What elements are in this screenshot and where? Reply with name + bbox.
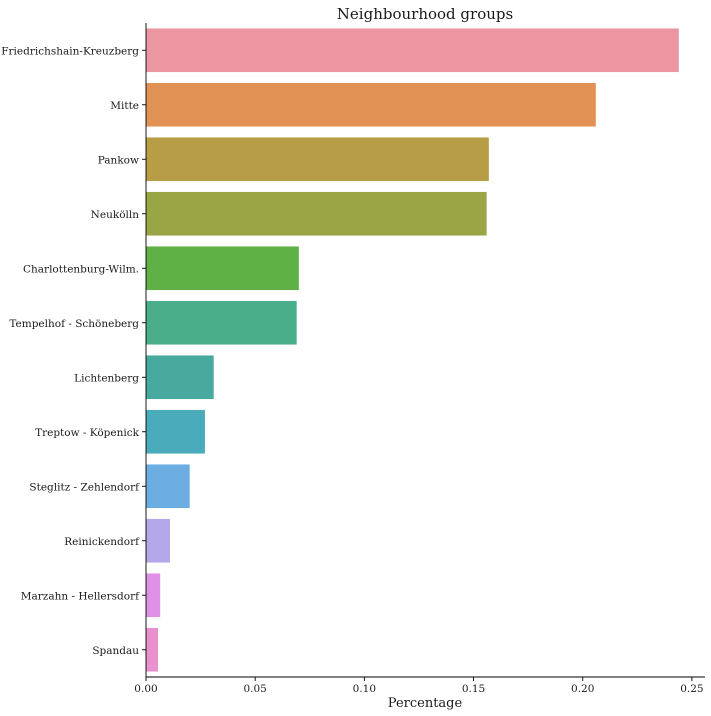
bars-group (146, 28, 679, 672)
x-tick-label: 0.20 (571, 683, 594, 695)
y-tick-label: Pankow (98, 154, 139, 166)
x-tick-label: 0.00 (134, 683, 157, 695)
bar-5 (146, 300, 297, 345)
y-tick-label: Mitte (110, 100, 139, 112)
bar-10 (146, 573, 161, 618)
y-tick-label: Neukölln (91, 209, 140, 221)
bar-11 (146, 627, 159, 672)
y-tick-label: Marzahn - Hellersdorf (21, 590, 140, 602)
bar-2 (146, 137, 489, 182)
bar-3 (146, 191, 487, 236)
x-ticks: 0.00 0.05 0.10 0.15 0.20 0.25 (134, 677, 704, 695)
y-tick-labels: Friedrichshain-Kreuzberg Mitte Pankow Neukö… (1, 45, 146, 657)
y-tick-label: Treptow - Köpenick (35, 427, 140, 439)
bar-7 (146, 409, 205, 454)
bar-0 (146, 28, 679, 73)
bar-6 (146, 355, 214, 400)
y-tick-label: Charlottenburg-Wilm. (23, 263, 139, 275)
y-tick-label: Reinickendorf (64, 536, 140, 548)
y-tick-label: Steglitz - Zehlendorf (29, 481, 140, 493)
x-tick-label: 0.05 (243, 683, 266, 695)
x-axis-label: Percentage (388, 696, 463, 711)
bar-4 (146, 246, 299, 291)
y-tick-label: Spandau (92, 645, 139, 657)
bar-8 (146, 464, 190, 509)
y-tick-label: Lichtenberg (74, 372, 139, 384)
x-tick-label: 0.15 (462, 683, 485, 695)
y-tick-label: Tempelhof - Schöneberg (9, 318, 139, 330)
x-tick-label: 0.25 (680, 683, 703, 695)
x-tick-label: 0.10 (353, 683, 376, 695)
y-tick-label: Friedrichshain-Kreuzberg (1, 45, 139, 57)
bar-1 (146, 82, 596, 127)
bar-9 (146, 518, 171, 563)
chart-title: Neighbourhood groups (337, 5, 513, 23)
